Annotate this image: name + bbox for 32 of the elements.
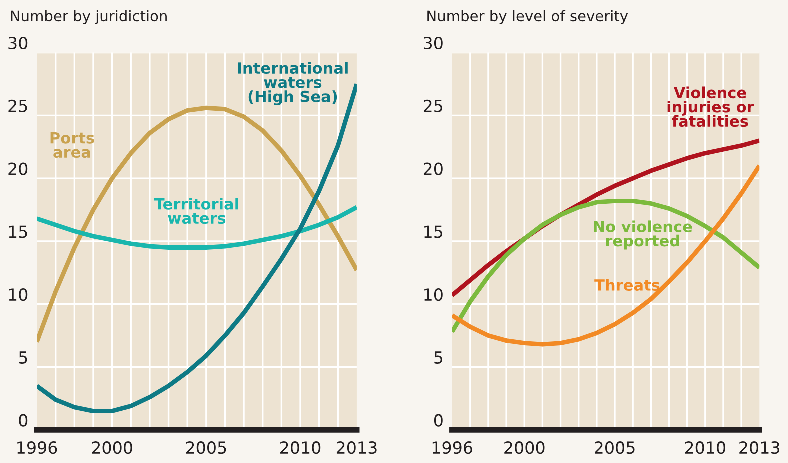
y-tick-label: 20 [8,162,28,176]
x-tick-label: 1996 [18,442,58,454]
series-label: Violence injuries or fatalities [668,86,754,128]
y-tick-label: 25 [8,100,28,112]
x-tick-label: 2005 [595,442,635,454]
y-tick-label: 20 [424,162,443,176]
chart-title: Number by juridiction [11,10,167,24]
y-tick-label: 10 [9,288,28,302]
series-label: Threats [594,279,660,292]
x-tick-label: 2005 [186,442,226,454]
y-tick-label: 5 [19,352,28,364]
y-tick-label: 30 [8,36,28,50]
y-tick-label: 25 [424,100,443,112]
series-label: Territorial waters [154,198,238,224]
series-label: International waters (High Sea) [238,62,348,106]
x-tick-label: 2000 [504,442,545,454]
y-tick-label: 0 [434,414,443,427]
x-tick-label: 2000 [92,442,132,454]
chart-title: Number by level of severity [428,10,628,24]
x-tick-label: 2010 [685,442,726,454]
y-tick-label: 30 [424,36,443,50]
series-label: No violence reported [594,220,692,250]
y-tick-label: 5 [434,352,443,364]
x-tick-label: 1996 [432,442,472,454]
x-tick-label: 2013 [336,442,377,454]
x-tick-label: 2010 [280,442,321,454]
series-label: Ports area [50,132,94,158]
x-tick-label: 2013 [740,442,780,454]
y-tick-label: 15 [424,226,443,238]
y-tick-label: 15 [9,226,28,238]
y-tick-label: 10 [424,288,443,302]
y-tick-label: 0 [19,414,28,427]
